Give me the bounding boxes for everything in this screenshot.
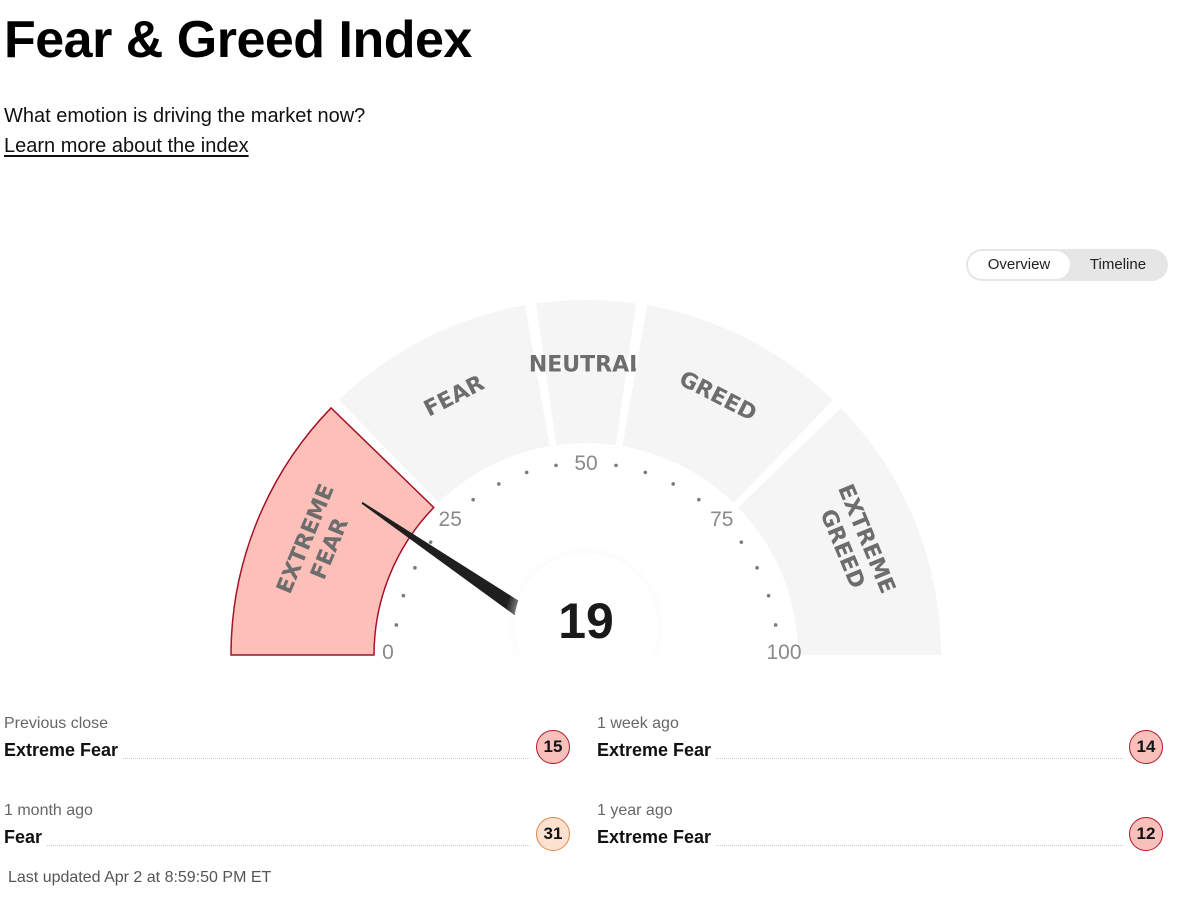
scale-dot	[739, 540, 744, 544]
dotted-leader	[597, 845, 1123, 846]
gauge-segment-fear	[338, 305, 550, 503]
scale-dot	[428, 540, 433, 544]
fear-greed-gauge: EXTREMEFEARFEARNEUTRALGREEDEXTREMEGREED …	[230, 300, 941, 700]
stat-1-year-ago: 1 year ago Extreme Fear 12	[597, 801, 1163, 871]
stat-label: 1 week ago	[597, 715, 679, 732]
stat-score-badge: 15	[536, 730, 570, 764]
scale-dot	[755, 566, 759, 570]
page-title: Fear & Greed Index	[4, 11, 472, 69]
stat-rating: Extreme Fear	[597, 738, 716, 762]
gauge-segment-extreme-greed	[738, 407, 941, 655]
gauge-segment-neutral-label: NEUTRAL	[529, 353, 643, 378]
scale-dot	[401, 593, 406, 598]
stat-score-badge: 31	[536, 817, 570, 851]
stat-rating: Extreme Fear	[597, 825, 716, 849]
view-toggle: Overview Timeline	[966, 249, 1168, 281]
scale-dot	[766, 593, 771, 598]
tick-label-25: 25	[439, 508, 462, 531]
tick-label-50: 50	[574, 452, 597, 475]
gauge-segment-neutral	[535, 300, 637, 446]
last-updated: Last updated Apr 2 at 8:59:50 PM ET	[8, 869, 272, 886]
scale-dot	[643, 470, 648, 475]
stat-score-badge: 12	[1129, 817, 1163, 851]
stat-1-month-ago: 1 month ago Fear 31	[4, 801, 570, 871]
stat-label: Previous close	[4, 715, 109, 732]
scale-dot	[773, 623, 778, 627]
gauge-segment-greed	[622, 305, 834, 503]
tick-label-75: 75	[710, 508, 733, 531]
scale-dot	[554, 463, 558, 468]
page-subtitle: What emotion is driving the market now?	[4, 105, 366, 127]
scale-dot	[614, 463, 618, 468]
scale-dot	[671, 482, 675, 486]
stat-score-badge: 14	[1129, 730, 1163, 764]
tick-label-0: 0	[382, 641, 394, 664]
scale-dot	[413, 566, 417, 570]
stat-1-week-ago: 1 week ago Extreme Fear 14	[597, 714, 1163, 784]
tick-label-100: 100	[766, 641, 801, 664]
stat-previous-close: Previous close Extreme Fear 15	[4, 714, 570, 784]
scale-dot	[497, 482, 501, 486]
scale-dot	[471, 497, 475, 502]
dotted-leader	[4, 758, 530, 759]
stat-label: 1 month ago	[4, 802, 93, 819]
tab-overview[interactable]: Overview	[968, 251, 1070, 279]
gauge-base-mask	[496, 655, 676, 700]
tab-timeline[interactable]: Timeline	[1089, 256, 1147, 273]
learn-more-link[interactable]: Learn more about the index	[4, 135, 249, 157]
stat-rating: Fear	[4, 825, 47, 849]
stat-rating: Extreme Fear	[4, 738, 123, 762]
scale-dot	[697, 497, 701, 502]
gauge-score: 19	[558, 593, 614, 649]
gauge-segment-extreme-fear	[230, 406, 435, 656]
stat-label: 1 year ago	[597, 802, 673, 819]
scale-dot	[524, 470, 529, 475]
scale-dot	[394, 623, 399, 627]
dotted-leader	[597, 758, 1123, 759]
dotted-leader	[4, 845, 530, 846]
